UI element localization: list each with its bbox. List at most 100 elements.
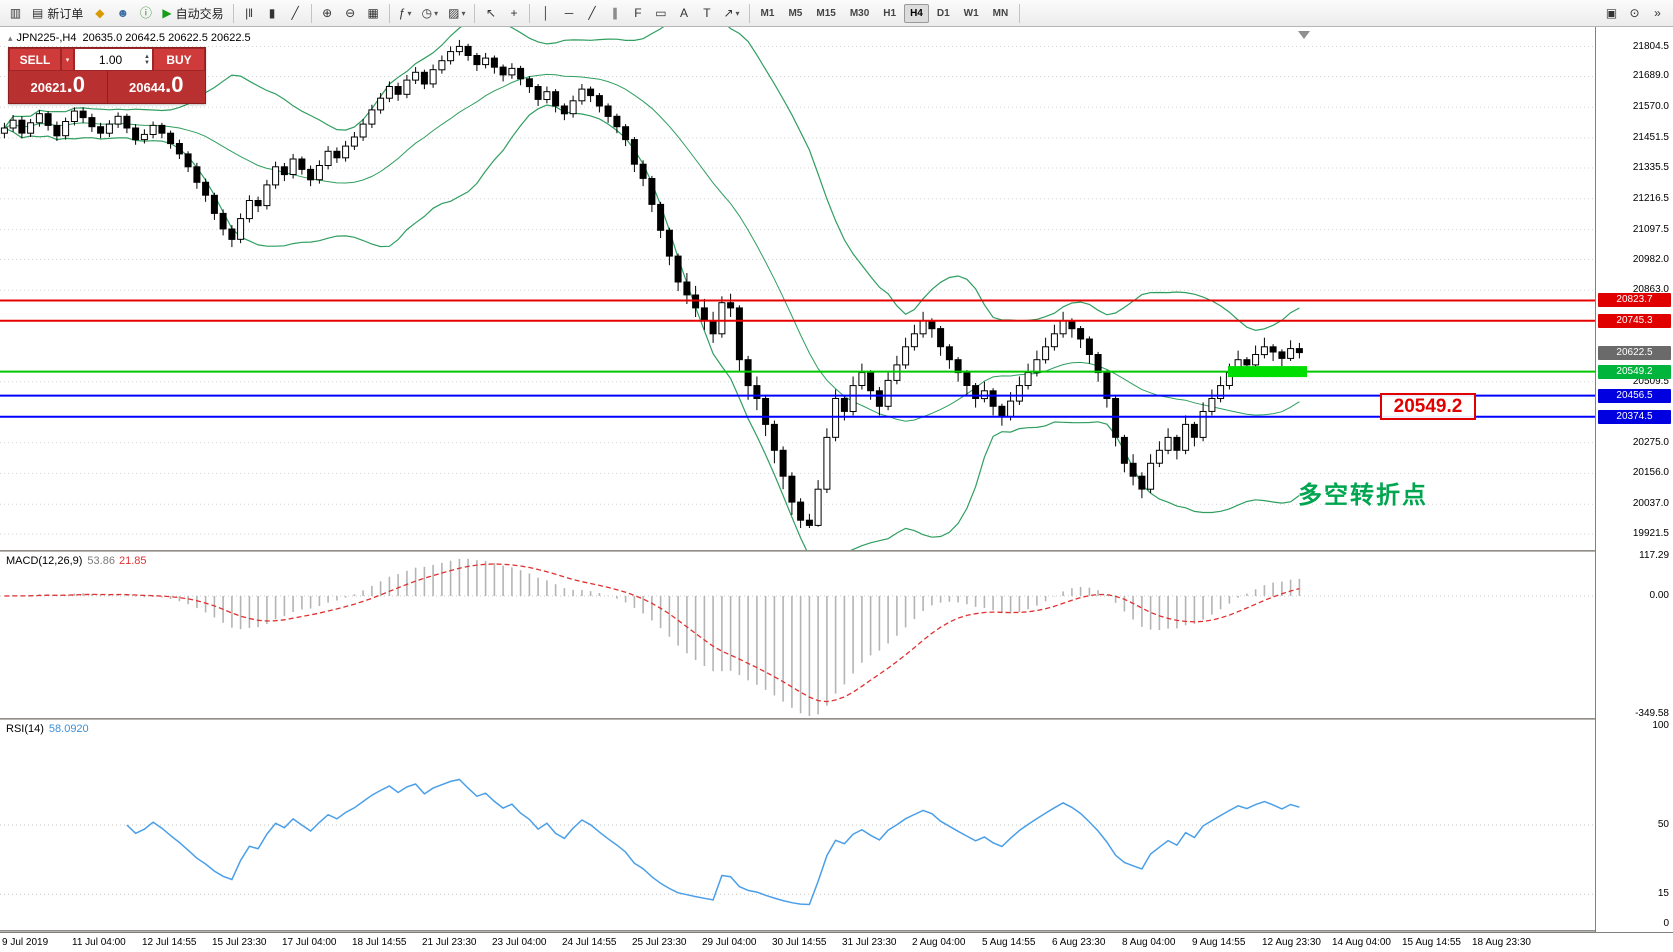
sell-button[interactable]: SELL (9, 48, 61, 71)
price-axis-label: 20509.5 (1632, 375, 1669, 387)
sell-price-main: 20621 (30, 80, 67, 95)
toolbar-overflow-icon[interactable]: » (1654, 6, 1661, 20)
label-icon[interactable]: T (703, 6, 711, 20)
indicators-icon[interactable]: ƒ ▾ (398, 6, 412, 20)
horizontal-line-icon[interactable]: ─ (564, 6, 574, 20)
new-order-button[interactable]: ▤ 新订单 (32, 6, 84, 21)
new-window-icon[interactable]: ▣ (1605, 6, 1618, 20)
candles (0, 39, 1303, 528)
toolbar-separator (1019, 3, 1021, 23)
price-axis-label: 20037.0 (1632, 498, 1669, 510)
price-badge: 20374.5 (1598, 409, 1671, 424)
chart-shift-marker-icon[interactable] (1298, 31, 1310, 39)
timeframe-h4[interactable]: H4 (904, 3, 929, 23)
templates-icon[interactable]: ▨ ▾ (448, 6, 466, 20)
timeframe-m5[interactable]: M5 (788, 7, 803, 19)
panel-divider[interactable] (0, 550, 1673, 552)
bar-chart-icon[interactable]: |‖ (245, 6, 254, 20)
cursor-icon[interactable]: ↖ (485, 6, 496, 20)
macd-indicator-label: MACD(12,26,9) 53.86 21.85 (6, 555, 147, 567)
trendline-icon[interactable]: ╱ (588, 6, 596, 20)
fibonacci-icon[interactable]: F (634, 6, 642, 20)
macd-main-value: 53.86 (87, 555, 115, 567)
order-options-caret-icon[interactable]: ▾ (61, 48, 74, 71)
arrows-icon[interactable]: ↗ ▾ (723, 6, 740, 20)
panel-divider[interactable] (0, 930, 1673, 932)
price-axis-label: 21335.5 (1632, 161, 1669, 173)
macd-chart-canvas[interactable] (0, 552, 1595, 718)
news-icon[interactable]: ⓘ (139, 6, 152, 20)
time-axis[interactable]: 9 Jul 2019 11 Jul 04:00 12 Jul 14:55 15 Jul… (0, 932, 1673, 952)
timeframe-w1[interactable]: W1 (963, 7, 979, 19)
bollinger-bands (3, 27, 1300, 550)
rsi-panel: RSI(14) 58.0920 (0, 720, 1595, 930)
price-axis-label: 21216.5 (1632, 192, 1669, 204)
auto-trading-button[interactable]: ▶ 自动交易 (162, 6, 224, 21)
toolbar-separator (748, 3, 750, 23)
mql5-market-icon[interactable]: ◆ (95, 6, 105, 20)
crosshair-icon[interactable]: + (510, 6, 518, 20)
buy-button[interactable]: BUY (153, 48, 205, 71)
highlight-rectangle[interactable] (1228, 366, 1307, 378)
vertical-line-icon[interactable]: │ (542, 6, 550, 20)
time-axis-label: 9 Jul 2019 (2, 937, 49, 948)
price-badge: 20456.5 (1598, 388, 1671, 403)
timeframe-m15[interactable]: M15 (816, 7, 836, 19)
volume-up-icon[interactable]: ▲ (144, 53, 150, 60)
price-axis[interactable]: 21804.5 21689.0 21570.0 21451.5 21335.5 21216… (1595, 27, 1673, 932)
text-icon[interactable]: A (679, 6, 688, 20)
tile-windows-icon[interactable]: ▦ (367, 6, 379, 20)
time-axis-label: 24 Jul 14:55 (562, 937, 617, 948)
symbol-info: ▴ JPN225-,H4 20635.0 20642.5 20622.5 20622… (8, 32, 251, 44)
price-badge: 20549.2 (1598, 364, 1671, 379)
time-axis-label: 25 Jul 23:30 (632, 937, 687, 948)
sell-price-button[interactable]: 20621.0 (9, 71, 108, 103)
time-axis-label: 5 Aug 14:55 (982, 937, 1036, 948)
toolbar-separator (474, 3, 476, 23)
community-icon[interactable]: ☻ (116, 6, 130, 20)
time-axis-label: 2 Aug 04:00 (912, 937, 966, 948)
line-chart-icon[interactable]: ╱ (291, 6, 299, 20)
buy-price-button[interactable]: 20644.0 (108, 71, 206, 103)
candlestick-chart-icon[interactable]: ▮ (268, 6, 276, 20)
price-axis-label: 21451.5 (1632, 131, 1669, 143)
time-axis-label: 21 Jul 23:30 (422, 937, 477, 948)
zoom-out-icon[interactable]: ⊖ (345, 6, 356, 20)
new-chart-icon[interactable]: ▥ (9, 6, 22, 20)
price-axis-label: 20275.0 (1632, 436, 1669, 448)
periods-icon[interactable]: ◷ ▾ (421, 6, 439, 20)
timeframe-d1[interactable]: D1 (936, 7, 950, 19)
macd-histogram (12, 558, 1301, 716)
timeframe-m1[interactable]: M1 (760, 7, 775, 19)
toolbar-separator (529, 3, 531, 23)
time-axis-label: 12 Jul 14:55 (142, 937, 197, 948)
timeframe-h1[interactable]: H1 (883, 7, 897, 19)
volume-down-icon[interactable]: ▼ (144, 59, 150, 66)
rsi-axis-label: 100 (1652, 720, 1669, 731)
volume-field[interactable]: 1.00 ▲ ▼ (74, 48, 153, 71)
price-axis-label: 21097.5 (1632, 223, 1669, 235)
one-click-trading-widget: SELL ▾ 1.00 ▲ ▼ BUY 20621.0 20644.0 (8, 47, 206, 104)
time-axis-label: 15 Aug 14:55 (1402, 937, 1461, 948)
one-click-toggle-icon[interactable]: ▴ (8, 33, 13, 43)
channel-icon[interactable]: ∥ (611, 6, 618, 20)
rsi-axis-label: 15 (1657, 888, 1669, 900)
macd-signal-line (4, 563, 1300, 703)
panel-divider[interactable] (0, 718, 1673, 720)
toolbar-separator (310, 3, 312, 23)
timeframe-mn[interactable]: MN (992, 7, 1009, 19)
price-level-label[interactable]: 20549.2 (1380, 393, 1476, 420)
search-icon[interactable]: ⊙ (1629, 6, 1640, 20)
rsi-axis-label: 0 (1663, 918, 1669, 929)
timeframe-m30[interactable]: M30 (849, 7, 870, 19)
zoom-in-icon[interactable]: ⊕ (322, 6, 333, 20)
volume-value: 1.00 (98, 52, 123, 67)
rsi-chart-canvas[interactable] (0, 720, 1595, 930)
time-axis-label: 30 Jul 14:55 (772, 937, 827, 948)
buy-price-frac: .0 (165, 72, 184, 97)
turning-point-annotation[interactable]: 多空转折点 (1298, 482, 1428, 509)
time-axis-label: 9 Aug 14:55 (1192, 937, 1246, 948)
shapes-icon[interactable]: ▭ (655, 6, 667, 20)
time-axis-label: 31 Jul 23:30 (842, 937, 897, 948)
price-chart-canvas[interactable] (0, 27, 1595, 550)
